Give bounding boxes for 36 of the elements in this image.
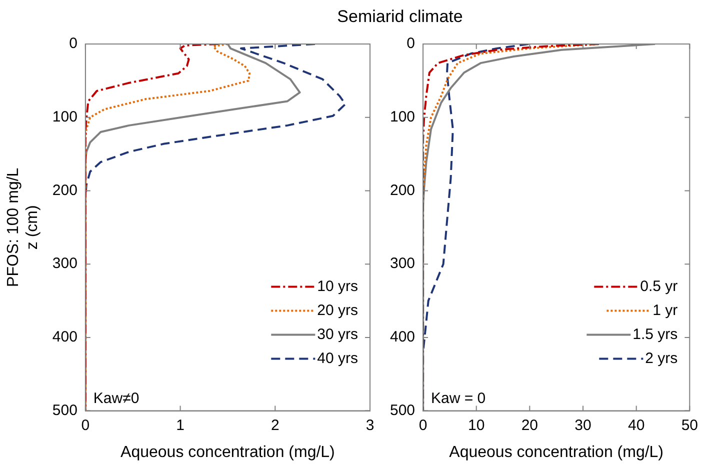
y-tick-label: 400 <box>52 328 78 346</box>
y-tick-label: 400 <box>390 328 416 346</box>
y-tick-label: 0 <box>69 35 78 52</box>
y-tick-label: 300 <box>390 255 416 272</box>
annotation: Kaw≠0 <box>93 390 140 407</box>
y-tick-label: 500 <box>390 402 416 419</box>
chart-title: Semiarid climate <box>336 7 464 27</box>
y-tick-label: 200 <box>52 182 78 199</box>
x-axis-title: Aqueous concentration (mg/L) <box>120 444 335 461</box>
y-tick-label: 300 <box>52 255 78 272</box>
y-tick-label: 0 <box>406 35 416 52</box>
y-tick-label: 100 <box>390 108 416 126</box>
annotation: Kaw = 0 <box>431 390 486 407</box>
y-tick-label: 100 <box>52 108 78 126</box>
legend-label: 1 yr <box>652 302 678 319</box>
x-tick-label: 30 <box>574 416 592 434</box>
legend-label: 10 yrs <box>317 278 358 295</box>
x-tick-label: 0 <box>81 416 90 434</box>
legend-label: 1.5 yrs <box>632 326 678 343</box>
legend-label: 2 yrs <box>645 350 678 367</box>
x-tick-label: 20 <box>521 416 538 434</box>
x-tick-label: 1 <box>176 416 184 434</box>
x-axis-title: Aqueous concentration (mg/L) <box>449 444 664 461</box>
x-tick-label: 0 <box>418 416 428 434</box>
y-axis-title: PFOS: 100 mg/L z (cm) <box>5 168 42 287</box>
legend-label: 0.5 yr <box>640 278 678 295</box>
legend-label: 20 yrs <box>317 302 358 319</box>
y-tick-label: 500 <box>52 402 78 419</box>
y-tick-label: 200 <box>390 182 416 199</box>
legend-label: 40 yrs <box>317 350 358 367</box>
x-tick-label: 10 <box>468 416 485 434</box>
legend-label: 30 yrs <box>317 326 358 343</box>
x-tick-label: 40 <box>628 416 645 434</box>
x-tick-label: 2 <box>270 416 280 434</box>
x-tick-label: 50 <box>681 416 698 434</box>
x-tick-label: 3 <box>366 416 374 434</box>
